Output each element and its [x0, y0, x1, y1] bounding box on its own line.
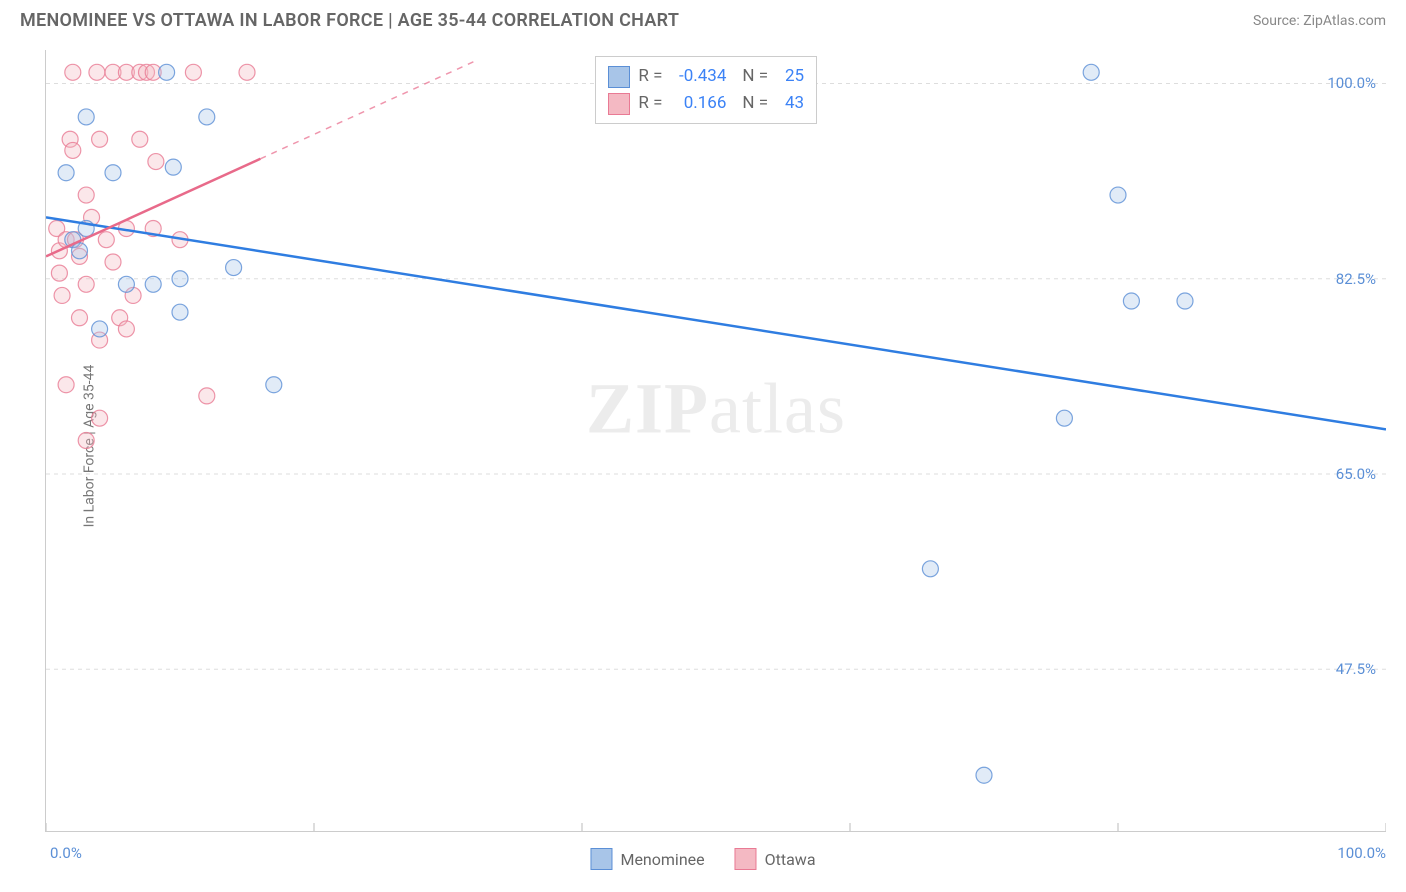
swatch-ottawa [608, 93, 630, 115]
stat-R-ottawa: 0.166 [670, 90, 726, 117]
stat-N-label: N = [742, 90, 768, 117]
stat-R-label: R = [638, 63, 662, 90]
source-label: Source: ZipAtlas.com [1253, 13, 1386, 29]
x-tick-left: 0.0% [50, 844, 82, 862]
y-tick-label: 65.0% [1336, 465, 1376, 483]
stat-N-menominee: 25 [776, 63, 804, 90]
stat-R-menominee: -0.434 [670, 63, 726, 90]
y-tick-label: 82.5% [1336, 270, 1376, 288]
legend-item-ottawa: Ottawa [735, 848, 816, 870]
stats-row-ottawa: R = 0.166 N = 43 [608, 90, 804, 117]
stats-legend-box: R = -0.434 N = 25 R = 0.166 N = 43 [595, 56, 817, 124]
y-tick-label: 47.5% [1336, 660, 1376, 678]
chart-title: MENOMINEE VS OTTAWA IN LABOR FORCE | AGE… [20, 10, 679, 31]
stat-R-label: R = [638, 90, 662, 117]
legend-label-ottawa: Ottawa [765, 850, 816, 869]
chart-container: MENOMINEE VS OTTAWA IN LABOR FORCE | AGE… [0, 0, 1406, 892]
legend-label-menominee: Menominee [620, 850, 704, 869]
plot-area: ZIPatlas R = -0.434 N = 25 R = 0.166 N =… [45, 50, 1386, 832]
swatch-menominee [608, 66, 630, 88]
y-tick-label: 100.0% [1327, 74, 1376, 92]
legend-item-menominee: Menominee [590, 848, 704, 870]
title-bar: MENOMINEE VS OTTAWA IN LABOR FORCE | AGE… [0, 0, 1406, 37]
swatch-ottawa [735, 848, 757, 870]
scatter-svg [46, 50, 1386, 831]
x-tick-right: 100.0% [1337, 844, 1386, 862]
stat-N-ottawa: 43 [776, 90, 804, 117]
stats-row-menominee: R = -0.434 N = 25 [608, 63, 804, 90]
swatch-menominee [590, 848, 612, 870]
bottom-legend: Menominee Ottawa [590, 848, 815, 870]
stat-N-label: N = [742, 63, 768, 90]
